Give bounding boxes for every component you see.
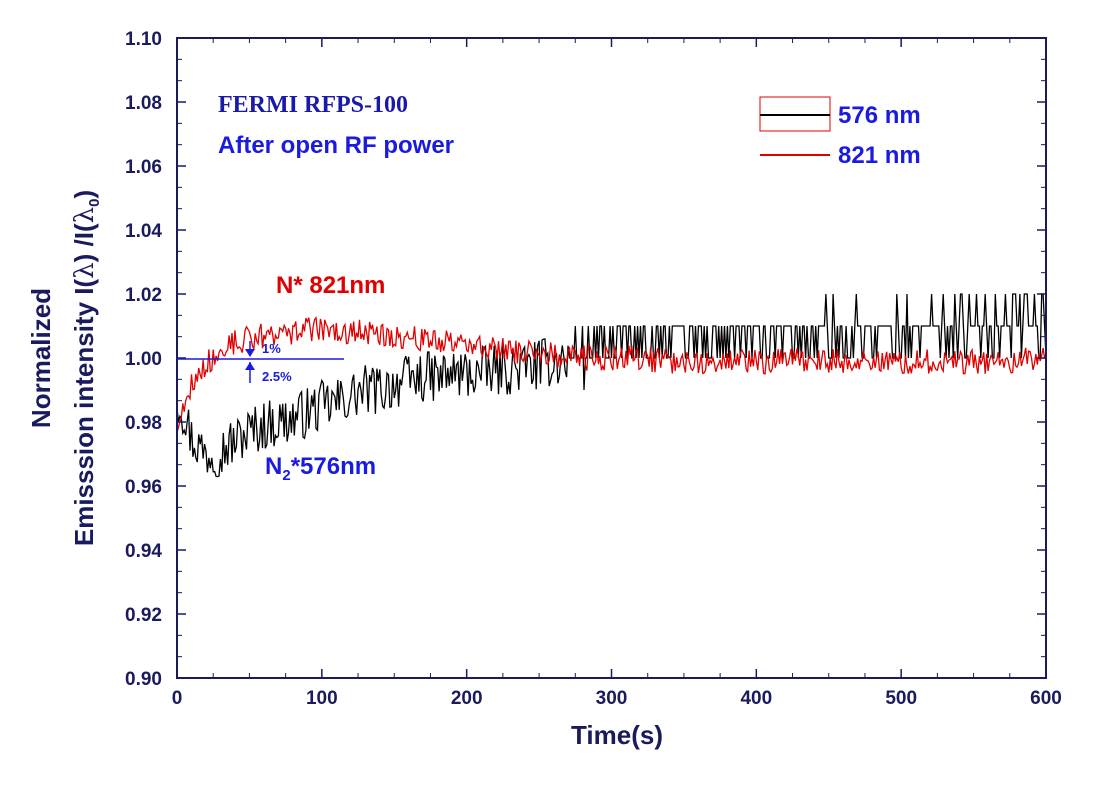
x-tick-label: 600: [1030, 688, 1062, 709]
x-axis-title: Time(s): [571, 720, 663, 750]
y-tick-label: 0.98: [125, 413, 162, 434]
series-layer: [176, 293, 1047, 478]
chart-annotation-subtitle: After open RF power: [218, 132, 454, 159]
x-tick-label: 300: [596, 688, 628, 709]
arrowhead-down: [245, 362, 255, 370]
x-tick-label: 400: [740, 688, 772, 709]
x-tick-label: 200: [451, 688, 483, 709]
arrowhead-up: [245, 349, 255, 357]
y-tick-label: 1.08: [125, 93, 162, 114]
chart-annotation-title: FERMI RFPS-100: [218, 92, 408, 118]
tick-layer: 0 100 200 300 400 500 600 0.90 0.92 0.94 0.96 0.98 1…: [125, 29, 1062, 709]
y-axis-title-line1: Normalized: [26, 288, 56, 428]
x-tick-label: 100: [306, 688, 338, 709]
annotation-n-star-821: N* 821nm: [276, 272, 385, 299]
x-tick-label: 500: [885, 688, 917, 709]
y-tick-label: 0.96: [125, 477, 162, 498]
annotation-2-5pct: 2.5%: [262, 369, 292, 384]
legend-label-576: 576 nm: [838, 102, 921, 129]
y-tick-label: 0.94: [125, 541, 162, 562]
y-tick-label: 1.00: [125, 349, 162, 370]
y-tick-label: 0.90: [125, 669, 162, 690]
y-tick-label: 1.02: [125, 285, 162, 306]
y-tick-label: 1.04: [125, 221, 162, 242]
y-axis-title-line2: Emisssion intensity I(λ) /I(λ0): [69, 190, 103, 546]
legend-label-821: 821 nm: [838, 142, 921, 169]
y-tick-label: 1.06: [125, 157, 162, 178]
y-tick-label: 0.92: [125, 605, 162, 626]
legend: 576 nm 821 nm: [759, 96, 921, 169]
series-line-821nm: [176, 316, 1047, 433]
annotation-n2-576: N2*576nm: [265, 453, 376, 484]
y-tick-label: 1.10: [125, 29, 162, 50]
x-tick-label: 0: [172, 688, 183, 709]
annotation-1pct: 1%: [262, 341, 281, 356]
